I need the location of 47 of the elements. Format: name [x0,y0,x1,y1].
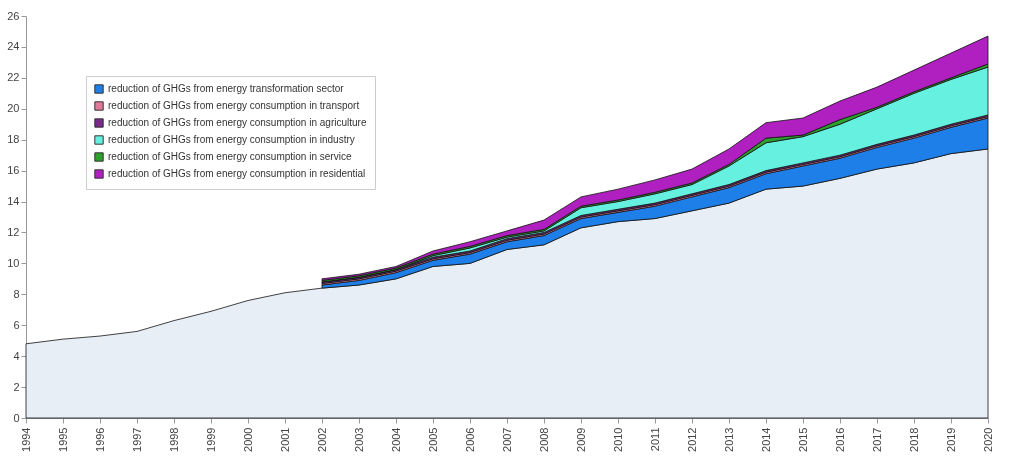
x-tick-label: 2001 [278,427,291,452]
y-tick-label: 22 [7,71,20,84]
x-tick-label: 2011 [648,427,661,452]
y-tick-label: 18 [7,133,20,146]
y-tick-label: 0 [13,411,20,424]
y-tick-label: 20 [7,102,20,115]
x-tick-label: 2004 [389,427,402,452]
x-tick-label: 2009 [574,427,587,452]
x-tick-label: 2017 [870,427,883,452]
legend-label: reduction of GHGs from energy consumption in industry [108,134,355,145]
y-tick-label: 16 [7,164,20,177]
x-tick-label: 1999 [204,427,217,452]
x-tick-label: 2014 [759,427,772,452]
x-tick-label: 2008 [537,427,550,452]
x-tick-label: 2015 [796,427,809,452]
legend-label: reduction of GHGs from energy transformation sector [108,83,345,94]
x-tick-label: 2018 [907,427,920,452]
y-tick-label: 8 [13,287,20,300]
legend-label: reduction of GHGs from energy consumption in service [108,151,352,162]
y-tick-label: 2 [13,380,20,393]
x-tick-label: 2010 [611,427,624,452]
y-tick-label: 6 [13,318,20,331]
x-tick-label: 2013 [722,427,735,452]
x-tick-label: 1994 [19,427,32,452]
x-tick-label: 2012 [685,427,698,452]
x-tick-label: 2006 [463,427,476,452]
y-tick-label: 24 [7,40,20,53]
legend-label: reduction of GHGs from energy consumption in residential [108,168,366,179]
y-tick-label: 12 [7,225,20,238]
x-tick-label: 1996 [93,427,106,452]
x-tick-label: 1997 [130,427,143,452]
x-tick-label: 1995 [56,427,69,452]
legend-label: reduction of GHGs from energy consumption in agriculture [108,117,367,128]
y-tick-label: 4 [13,349,20,362]
x-tick-label: 2007 [500,427,513,452]
x-tick-label: 1998 [167,427,180,452]
x-tick-label: 2016 [833,427,846,452]
x-tick-label: 2002 [315,427,328,452]
x-tick-label: 2020 [981,427,994,452]
x-tick-label: 2019 [944,427,957,452]
x-tick-label: 2003 [352,427,365,452]
legend-label: reduction of GHGs from energy consumption in transport [108,100,360,111]
x-tick-label: 2000 [241,427,254,452]
y-tick-label: 10 [7,256,20,269]
y-tick-label: 26 [7,9,20,22]
x-tick-label: 2005 [426,427,439,452]
y-tick-label: 14 [7,195,20,208]
